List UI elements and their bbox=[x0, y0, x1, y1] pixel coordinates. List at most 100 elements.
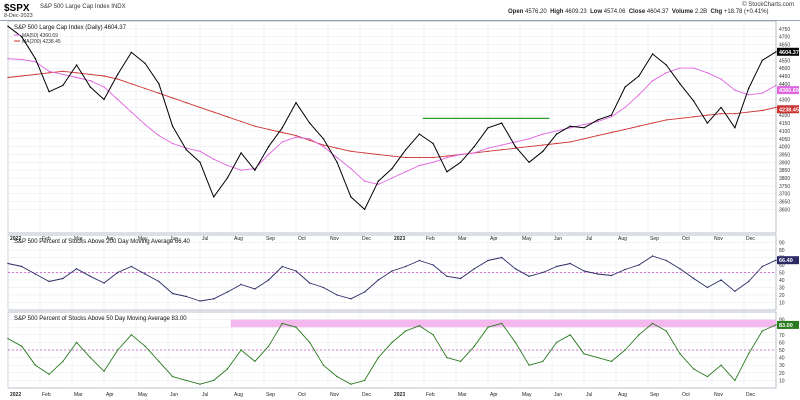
breadth200-line-point bbox=[21, 265, 23, 268]
x-tick-label: Jun bbox=[170, 392, 178, 398]
breadth50-line-point bbox=[377, 356, 379, 359]
price-line-point bbox=[720, 106, 722, 109]
breadth50-line-point bbox=[158, 360, 160, 363]
breadth200-line-point bbox=[281, 265, 283, 268]
price-line-point bbox=[34, 58, 37, 60]
breadth50-line-point bbox=[665, 330, 667, 332]
y-tick-label: 60 bbox=[779, 340, 785, 346]
breadth50-line-point bbox=[7, 337, 9, 340]
breadth50-line-point bbox=[336, 375, 338, 378]
x-tick-label: Jun bbox=[170, 236, 178, 242]
ma200-line-point bbox=[254, 125, 256, 127]
breadth200-tag-bg bbox=[777, 256, 799, 265]
ma50-line-point bbox=[213, 158, 215, 160]
breadth200-line-point bbox=[309, 282, 311, 284]
ma200-line-point bbox=[295, 134, 297, 137]
ma50-line-point bbox=[555, 130, 558, 132]
x-tick-label: 2022 bbox=[10, 236, 21, 242]
breadth50-line-point bbox=[679, 353, 681, 355]
breadth200-line-point bbox=[171, 292, 174, 295]
y-tick-label: 40 bbox=[779, 278, 785, 284]
breadth200-line-point bbox=[473, 268, 475, 270]
y-tick-label: 3700 bbox=[779, 192, 790, 198]
y-tick-label: 4100 bbox=[779, 129, 790, 135]
x-tick-label: May bbox=[138, 392, 148, 398]
breadth50-line-point bbox=[254, 360, 256, 363]
ma200-line-point bbox=[747, 111, 750, 113]
low-label: Low bbox=[590, 9, 603, 15]
breadth50-line-point bbox=[21, 345, 23, 347]
price-line-point bbox=[130, 51, 133, 54]
price-line-point bbox=[638, 75, 640, 77]
ma200-line-point bbox=[336, 147, 338, 149]
ohlc-readout: Open 4576.20 High 4609.23 Low 4574.06 Cl… bbox=[508, 9, 769, 15]
breadth200-line-point bbox=[254, 288, 256, 290]
ma200-line-point bbox=[363, 152, 366, 154]
y-tick-label: 3850 bbox=[779, 168, 790, 174]
x-tick-label: Sep bbox=[650, 236, 659, 242]
ma200-line-point bbox=[171, 97, 174, 99]
panels-layer: 3600365037003750380038503900395040004050… bbox=[7, 20, 799, 398]
price-line-point bbox=[734, 127, 736, 129]
price-line-point bbox=[226, 177, 229, 179]
y-tick-label: 3800 bbox=[779, 176, 790, 182]
ma50-tag: 4360.69 bbox=[779, 88, 799, 94]
ma200-line-point bbox=[679, 117, 681, 120]
price-line-point bbox=[199, 161, 201, 163]
ma50-line-point bbox=[75, 76, 78, 79]
x-tick-label: 2022 bbox=[10, 392, 21, 398]
ticker-symbol: $SPX bbox=[4, 3, 30, 14]
volume-value: 2.2B bbox=[694, 9, 708, 15]
y-tick-label: 60 bbox=[779, 263, 785, 269]
price-line-point bbox=[281, 127, 283, 129]
y-tick-label: 4550 bbox=[779, 58, 790, 64]
y-tick-label: 90 bbox=[779, 318, 785, 324]
x-tick-label: Oct bbox=[298, 392, 306, 398]
breadth200-line-point bbox=[651, 255, 654, 257]
ma50-line-point bbox=[89, 80, 92, 82]
y-tick-label: 4700 bbox=[779, 35, 790, 41]
x-tick-label: May bbox=[522, 392, 532, 398]
x-tick-label: Sep bbox=[266, 236, 275, 242]
ma50-line-point bbox=[405, 171, 407, 173]
breadth200-line-point bbox=[775, 259, 777, 261]
breadth200-line-point bbox=[322, 286, 325, 289]
ma200-tag-bg bbox=[777, 105, 799, 114]
breadth50-line-point bbox=[295, 326, 297, 328]
breadth50-tag: 83.00 bbox=[779, 323, 793, 329]
breadth50-line-point bbox=[226, 368, 229, 370]
price-line-point bbox=[775, 51, 777, 53]
breadth200-line-point bbox=[734, 290, 736, 292]
ma200-line-point bbox=[7, 76, 9, 79]
price-line-point bbox=[171, 125, 174, 127]
x-tick-label: Nov bbox=[714, 236, 723, 242]
price-line-point bbox=[377, 180, 379, 182]
price-line-point bbox=[144, 62, 146, 65]
breadth200-line-point bbox=[363, 291, 366, 293]
breadth50-line-point bbox=[761, 330, 763, 332]
ma50-line-point bbox=[226, 164, 229, 167]
ma50-line-point bbox=[322, 145, 325, 148]
x-tick-label: Nov bbox=[330, 236, 339, 242]
price-line-point bbox=[336, 161, 338, 163]
breadth200-line-point bbox=[144, 273, 146, 275]
breadth200-line-point bbox=[226, 291, 229, 293]
price-line-point bbox=[501, 122, 503, 124]
y-tick-label: 10 bbox=[779, 301, 785, 307]
price-line-point bbox=[761, 59, 763, 61]
breadth200-line-point bbox=[89, 275, 92, 277]
x-tick-label: Feb bbox=[42, 236, 51, 242]
x-tick-label: Apr bbox=[106, 236, 114, 242]
price-line-point bbox=[665, 64, 667, 66]
x-tick-label: Mar bbox=[458, 392, 467, 398]
open-label: Open bbox=[508, 9, 524, 15]
ma50-line-point bbox=[34, 61, 37, 63]
ma50-line-point bbox=[158, 134, 160, 137]
y-tick-label: 3900 bbox=[779, 160, 790, 166]
ma200-line-point bbox=[240, 120, 242, 123]
breadth50-line-point bbox=[322, 364, 325, 366]
low-value: 4574.06 bbox=[603, 9, 626, 15]
y-tick-label: 3600 bbox=[779, 207, 790, 213]
y-tick-label: 30 bbox=[779, 286, 785, 292]
